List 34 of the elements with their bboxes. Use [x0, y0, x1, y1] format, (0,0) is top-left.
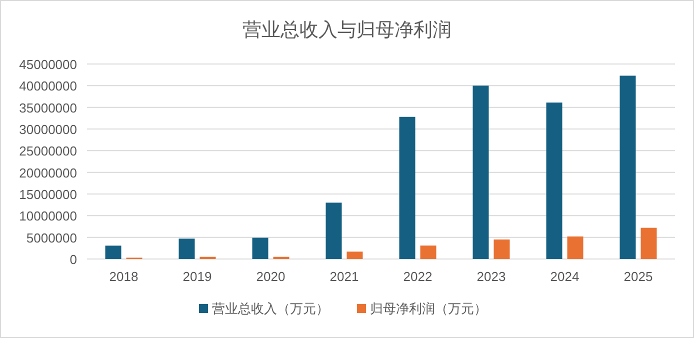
bar [252, 238, 268, 259]
y-tick-label: 25000000 [19, 144, 77, 159]
bar [640, 228, 657, 259]
x-tick-label: 2020 [256, 269, 286, 284]
bar [494, 240, 510, 259]
x-tick-label: 2022 [403, 269, 432, 284]
y-tick-label: 5000000 [26, 230, 77, 246]
bar [346, 252, 363, 259]
chart-title: 营业总收入与归母净利润 [242, 19, 452, 41]
x-tick-label: 2018 [109, 269, 138, 284]
y-tick-label: 15000000 [19, 187, 77, 202]
legend-label: 营业总收入（万元） [212, 301, 329, 316]
x-tick-label: 2019 [182, 269, 212, 284]
bar [105, 246, 122, 259]
bar [399, 116, 416, 259]
x-tick-label: 2021 [330, 269, 359, 284]
bar [472, 86, 489, 259]
bar [620, 76, 636, 259]
bar [420, 246, 436, 259]
x-tick-label: 2025 [624, 269, 653, 284]
legend-label: 归母净利润（万元） [370, 301, 487, 316]
x-tick-label: 2023 [476, 269, 506, 284]
y-tick-label: 35000000 [19, 100, 77, 116]
y-tick-label: 40000000 [19, 78, 77, 94]
bar [546, 102, 562, 259]
y-tick-label: 10000000 [19, 208, 77, 224]
y-tick-label: 0 [70, 252, 77, 267]
bar [567, 236, 584, 259]
y-tick-label: 45000000 [19, 57, 77, 72]
x-tick-label: 2024 [550, 269, 580, 284]
y-tick-label: 20000000 [19, 165, 77, 180]
y-tick-label: 30000000 [19, 122, 77, 137]
bar [178, 238, 195, 259]
bar [326, 202, 342, 259]
